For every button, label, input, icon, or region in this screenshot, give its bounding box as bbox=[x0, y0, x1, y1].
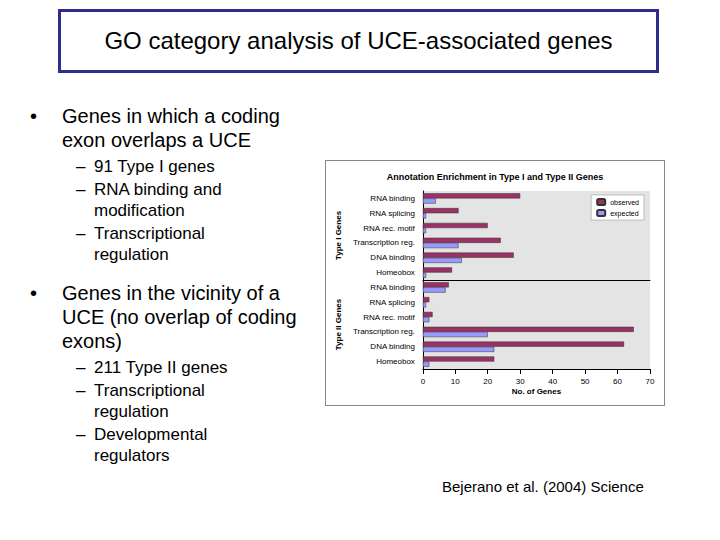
svg-text:observed: observed bbox=[610, 199, 639, 206]
svg-text:RNA rec. motif: RNA rec. motif bbox=[363, 313, 415, 322]
svg-text:10: 10 bbox=[451, 377, 460, 386]
svg-text:70: 70 bbox=[646, 377, 655, 386]
svg-text:RNA splicing: RNA splicing bbox=[369, 209, 414, 218]
svg-text:No. of Genes: No. of Genes bbox=[512, 387, 562, 396]
html-text:Transcriptional regulation: Transcriptional regulation bbox=[94, 224, 205, 264]
svg-text:Transcription reg.: Transcription reg. bbox=[353, 238, 415, 247]
html-text:Transcriptional regulation: Transcriptional regulation bbox=[94, 381, 205, 421]
svg-text:RNA binding: RNA binding bbox=[370, 194, 414, 203]
svg-text:DNA binding: DNA binding bbox=[370, 342, 414, 351]
svg-text:0: 0 bbox=[421, 377, 426, 386]
svg-text:RNA binding: RNA binding bbox=[370, 283, 414, 292]
svg-text:Homeobox: Homeobox bbox=[376, 357, 415, 366]
svg-text:30: 30 bbox=[516, 377, 525, 386]
html-text:Bejerano et al. (2004) Science: Bejerano et al. (2004) Science bbox=[442, 478, 644, 495]
svg-text:60: 60 bbox=[613, 377, 622, 386]
svg-text:RNA splicing: RNA splicing bbox=[369, 298, 414, 307]
html-text:Developmental regulators: Developmental regulators bbox=[94, 425, 208, 465]
svg-text:DNA binding: DNA binding bbox=[370, 253, 414, 262]
html-text:GO category analysis of UCE-as: GO category analysis of UCE-associated g… bbox=[104, 27, 613, 54]
svg-text:expected: expected bbox=[610, 210, 639, 218]
html-text:Genes in the vicinity of a UCE: Genes in the vicinity of a UCE (no overl… bbox=[62, 282, 297, 352]
svg-text:RNA rec. motif: RNA rec. motif bbox=[363, 224, 415, 233]
svg-text:Annotation Enrichment in Type: Annotation Enrichment in Type I and Type… bbox=[387, 172, 604, 182]
svg-text:Type II Genes: Type II Genes bbox=[334, 298, 343, 350]
html-text:91 Type I genes: 91 Type I genes bbox=[94, 157, 215, 176]
svg-text:Type I Genes: Type I Genes bbox=[334, 210, 343, 260]
svg-text:Transcription reg.: Transcription reg. bbox=[353, 327, 415, 336]
svg-text:50: 50 bbox=[581, 377, 590, 386]
svg-text:Homeobox: Homeobox bbox=[376, 268, 415, 277]
html-text:Genes in which a coding exon o: Genes in which a coding exon overlaps a … bbox=[62, 105, 280, 151]
svg-text:20: 20 bbox=[483, 377, 492, 386]
html-text:RNA binding and modification: RNA binding and modification bbox=[94, 180, 222, 220]
svg-text:40: 40 bbox=[548, 377, 557, 386]
html-text:211 Type II genes: 211 Type II genes bbox=[94, 358, 228, 377]
